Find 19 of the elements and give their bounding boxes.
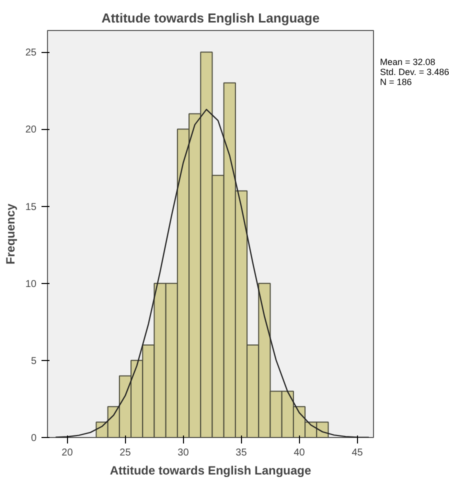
line-series bbox=[55, 108, 370, 438]
x-tick-label: 25 bbox=[120, 448, 132, 458]
x-tick-label: 40 bbox=[294, 448, 306, 458]
x-tick-label: 45 bbox=[352, 448, 364, 458]
chart-title: Attitude towards English Language bbox=[101, 10, 320, 26]
y-tick-label: 0 bbox=[30, 433, 37, 444]
x-tick-label: 35 bbox=[236, 448, 248, 458]
text: N = 186 bbox=[380, 77, 412, 87]
text: Mean = 32.08 bbox=[380, 57, 436, 67]
x-axis-title: Attitude towards English Language bbox=[110, 464, 312, 478]
text: Std. Dev. = 3.486 bbox=[380, 67, 449, 77]
y-tick-label: 20 bbox=[25, 124, 37, 136]
y-tick-label: 5 bbox=[30, 356, 37, 367]
y-tick-label: 10 bbox=[25, 278, 37, 290]
x-tick-label: 20 bbox=[62, 448, 74, 458]
y-tick-label: 25 bbox=[25, 48, 37, 59]
y-axis-title: Frequency bbox=[3, 203, 18, 264]
x-tick-label: 30 bbox=[178, 448, 190, 458]
y-tick-label: 15 bbox=[25, 202, 37, 213]
